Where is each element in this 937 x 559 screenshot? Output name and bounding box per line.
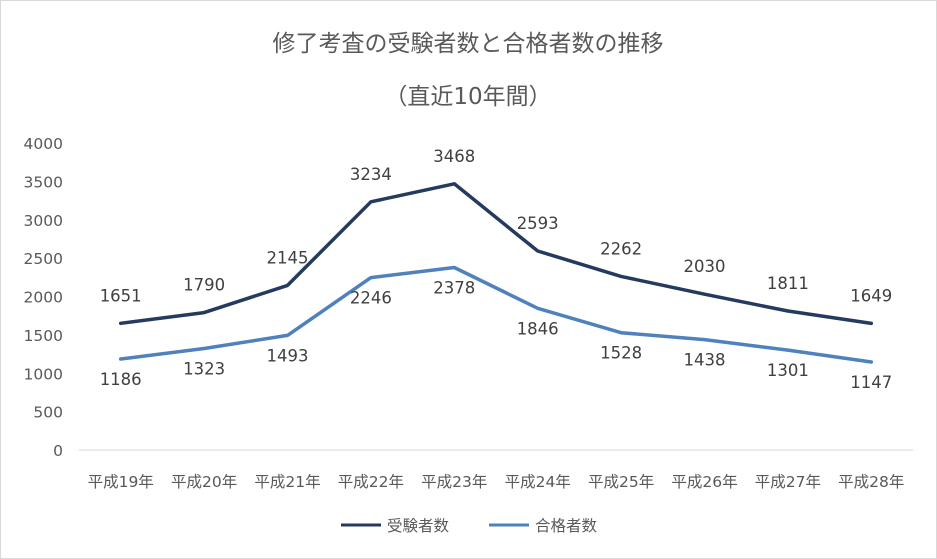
x-axis: 平成19年 平成20年 平成21年 平成22年 平成23年 平成24年 平成25年 平成26年…: [88, 473, 905, 491]
chart-title: 修了考査の受験者数と合格者数の推移: [273, 31, 664, 57]
x-tick-label: 平成20年: [171, 473, 237, 491]
data-label: 1790: [183, 276, 225, 295]
y-tick-label: 2000: [24, 289, 63, 307]
legend-label-juken: 受験者数: [387, 517, 450, 535]
series-line-goukaku: [118, 265, 874, 364]
y-tick-label: 1500: [24, 327, 63, 345]
x-tick-label: 平成22年: [338, 473, 404, 491]
data-label: 1649: [850, 286, 892, 305]
y-tick-label: 2500: [24, 250, 63, 268]
data-label: 3468: [433, 147, 475, 166]
y-tick-label: 3500: [24, 173, 63, 191]
x-tick-label: 平成24年: [505, 473, 571, 491]
y-tick-label: 0: [53, 442, 63, 460]
x-tick-label: 平成25年: [588, 473, 654, 491]
series-lines: [118, 182, 874, 364]
data-label: 3234: [350, 165, 392, 184]
chart-subtitle: （直近10年間）: [384, 84, 551, 110]
data-label: 1846: [517, 319, 559, 338]
series-line-juken: [118, 182, 874, 326]
x-tick-label: 平成27年: [755, 473, 821, 491]
data-label: 1147: [850, 373, 892, 392]
data-label: 1438: [684, 351, 726, 370]
x-tick-label: 平成23年: [421, 473, 487, 491]
data-label: 1323: [183, 359, 225, 378]
data-label: 1651: [100, 286, 142, 305]
legend-label-goukaku: 合格者数: [535, 517, 598, 535]
y-tick-label: 1000: [24, 365, 63, 383]
data-label: 1301: [767, 361, 809, 380]
data-label: 1811: [767, 274, 809, 293]
y-tick-label: 500: [33, 404, 63, 422]
x-tick-label: 平成26年: [671, 473, 737, 491]
x-tick-label: 平成28年: [838, 473, 904, 491]
x-tick-label: 平成19年: [88, 473, 154, 491]
data-label: 1493: [267, 346, 309, 365]
y-tick-label: 3000: [24, 212, 63, 230]
data-label: 2246: [350, 289, 392, 308]
data-label: 2030: [684, 257, 726, 276]
y-axis: 0 500 1000 1500 2000 2500 3000 3500 4000: [24, 135, 63, 460]
data-label: 1528: [600, 344, 642, 363]
data-label: 2262: [600, 239, 642, 258]
data-label: 2593: [517, 214, 559, 233]
y-tick-label: 4000: [24, 135, 63, 153]
x-tick-label: 平成21年: [254, 473, 320, 491]
data-labels: 1651 1790 2145 3234 3468 2593 2262 2030 1811 1649…: [100, 147, 893, 392]
data-label: 2145: [267, 248, 309, 267]
data-label: 1186: [100, 370, 142, 389]
data-label: 2378: [433, 278, 475, 297]
legend: 受験者数 合格者数: [341, 517, 598, 535]
